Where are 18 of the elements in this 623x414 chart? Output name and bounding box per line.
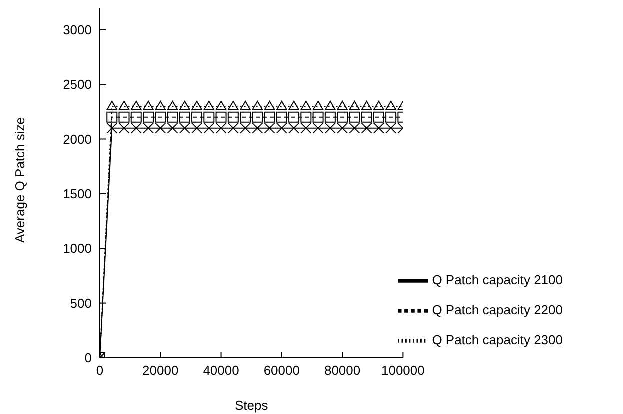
- y-tick-label: 0: [84, 350, 92, 366]
- legend-label: Q Patch capacity 2100: [432, 272, 563, 288]
- x-tick-label: 20000: [142, 363, 179, 378]
- x-tick-label: 100000: [381, 363, 425, 378]
- y-tick-label: 2000: [63, 132, 92, 147]
- y-tick-label: 1500: [63, 186, 92, 202]
- y-tick-label: 2500: [63, 77, 92, 92]
- x-axis-title: Steps: [234, 398, 269, 413]
- x-tick-label: 80000: [324, 363, 361, 378]
- y-tick-label: 3000: [63, 22, 92, 38]
- y-tick-label: 500: [70, 296, 92, 311]
- legend-label: Q Patch capacity 2300: [432, 332, 563, 348]
- y-tick-label: 1000: [63, 241, 92, 256]
- x-tick-label: 40000: [203, 363, 240, 378]
- x-tick-label: 60000: [264, 363, 300, 378]
- legend-label: Q Patch capacity 2200: [432, 302, 563, 318]
- y-axis-title: Average Q Patch size: [12, 118, 28, 243]
- x-tick-label: 0: [96, 363, 104, 378]
